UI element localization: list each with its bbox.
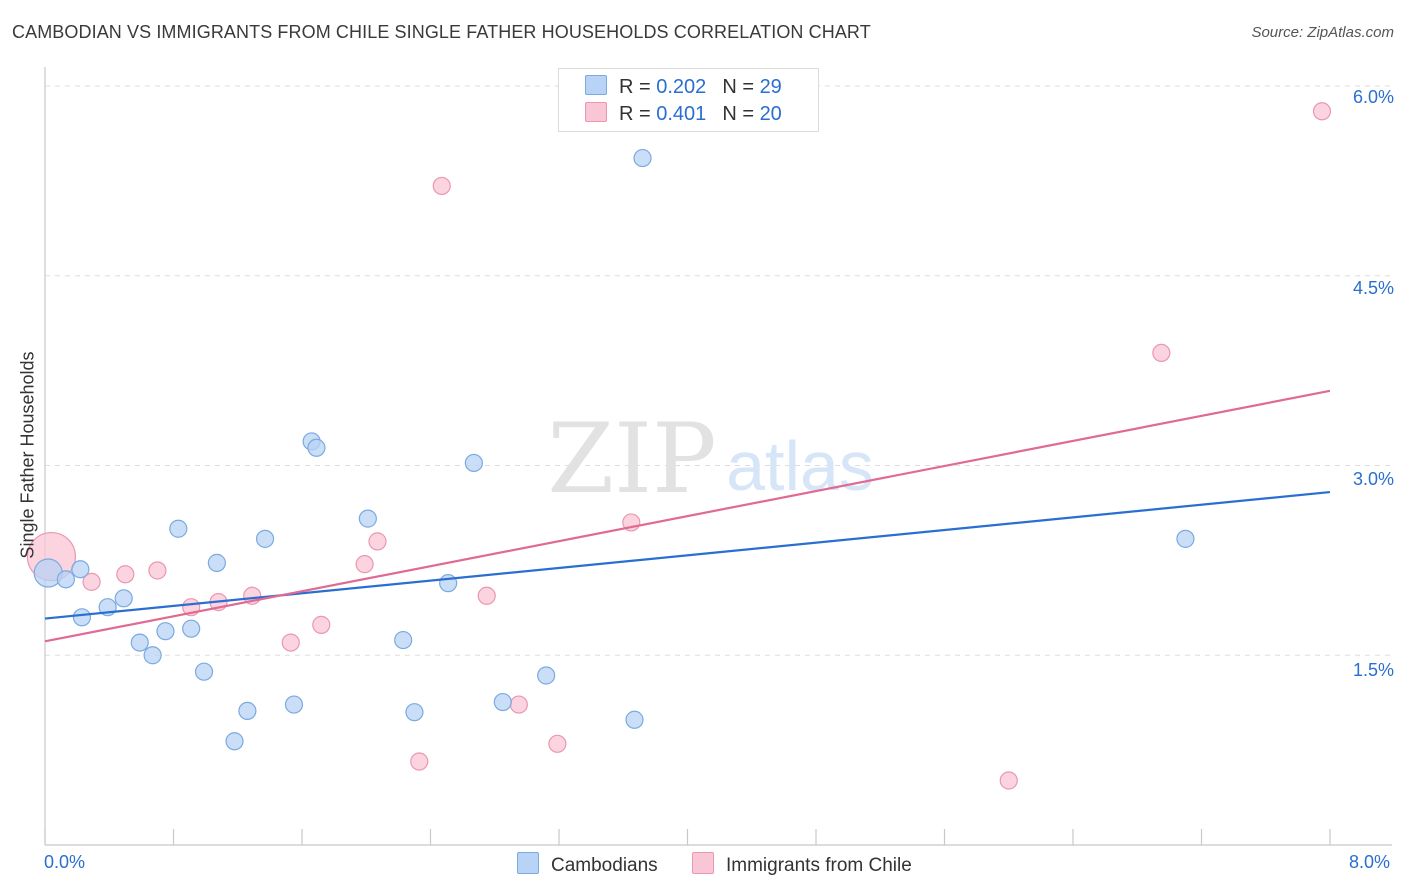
- legend-swatch-blue: [517, 852, 539, 874]
- y-tick-label: 4.5%: [1352, 278, 1394, 298]
- chile-point: [410, 752, 429, 771]
- chile-point: [477, 586, 496, 605]
- legend-n-value: 29: [759, 76, 782, 98]
- legend-n-label: N =: [722, 76, 760, 98]
- series-legend-cambodians[interactable]: Cambodians: [517, 852, 658, 877]
- watermark-atlas: atlas: [726, 427, 874, 505]
- chile-point: [432, 176, 451, 196]
- legend-r-value: 0.202: [656, 76, 707, 98]
- cambodians-point: [207, 553, 226, 572]
- cambodians-point: [625, 710, 644, 729]
- legend-r-label: R =: [619, 103, 657, 125]
- legend-swatch-pink: [585, 102, 607, 122]
- cambodians-point: [71, 560, 90, 579]
- cambodians-point: [130, 633, 149, 652]
- cambodians-point: [114, 589, 133, 608]
- legend-swatch-blue: [585, 75, 607, 95]
- chile-point: [1312, 102, 1332, 121]
- cambodians-point: [238, 701, 257, 721]
- cambodians-point: [307, 438, 326, 457]
- y-tick-label: 1.5%: [1352, 660, 1394, 680]
- chile-point: [509, 695, 528, 714]
- cambodians-point: [72, 608, 92, 627]
- legend-row-cambodians: R = 0.202 N = 29: [585, 75, 782, 99]
- cambodians-point: [1176, 529, 1195, 548]
- correlation-legend: R = 0.202 N = 29 R = 0.401 N = 20: [558, 68, 819, 132]
- chile-point: [281, 633, 300, 652]
- chile-trend-line: [44, 389, 1331, 643]
- series-legend-label: Cambodians: [551, 855, 658, 876]
- x-tick-label: 0.0%: [44, 852, 86, 872]
- legend-r-value: 0.401: [656, 103, 707, 125]
- watermark-zip: ZIP: [547, 403, 716, 515]
- x-tick-label: 8.0%: [1349, 852, 1391, 872]
- cambodians-point: [255, 529, 275, 548]
- cambodians-point: [284, 695, 304, 714]
- cambodians-point: [56, 570, 75, 589]
- cambodians-point: [182, 619, 201, 638]
- chile-point: [1152, 343, 1171, 362]
- legend-n-value: 20: [759, 103, 782, 125]
- chart-title: CAMBODIAN VS IMMIGRANTS FROM CHILE SINGL…: [12, 22, 871, 42]
- axes: [44, 67, 1392, 846]
- data-points: [26, 102, 1332, 790]
- y-axis-label: Single Father Households: [17, 351, 38, 559]
- cambodians-point: [225, 732, 244, 751]
- legend-swatch-pink: [692, 852, 714, 874]
- chile-point: [82, 572, 101, 591]
- grid-lines: [45, 85, 1392, 656]
- cambodians-point: [537, 666, 556, 685]
- chile-point: [548, 734, 567, 753]
- source-credit: Source: ZipAtlas.com: [1251, 24, 1394, 41]
- cambodians-point: [169, 519, 188, 538]
- chile-point: [148, 561, 167, 580]
- cambodians-point: [394, 630, 413, 650]
- cambodians-point: [405, 703, 424, 722]
- chile-point: [116, 565, 135, 584]
- cambodians-point: [464, 453, 483, 473]
- chile-point: [999, 771, 1018, 790]
- cambodians-point: [143, 646, 162, 665]
- legend-n-label: N =: [722, 103, 760, 125]
- legend-r-label: R =: [619, 76, 657, 98]
- y-tick-label: 3.0%: [1352, 469, 1394, 489]
- y-tick-label: 6.0%: [1352, 87, 1394, 107]
- cambodians-point: [358, 509, 377, 528]
- trend-lines: [44, 389, 1331, 643]
- cambodians-point: [156, 622, 175, 641]
- chile-point: [355, 555, 374, 574]
- chile-point: [312, 615, 331, 634]
- series-legend-label: Immigrants from Chile: [726, 855, 912, 876]
- cambodians-point: [493, 692, 512, 712]
- cambodians-point: [633, 148, 652, 168]
- cambodians-trend-line: [44, 490, 1331, 620]
- cambodians-point: [194, 662, 214, 681]
- series-legend-chile[interactable]: Immigrants from Chile: [692, 852, 912, 877]
- watermark: ZIP atlas: [547, 403, 874, 515]
- chile-point: [368, 532, 387, 551]
- legend-row-chile: R = 0.401 N = 20: [585, 102, 782, 126]
